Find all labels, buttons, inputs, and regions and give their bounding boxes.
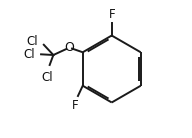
Text: Cl: Cl [23, 48, 35, 61]
Text: F: F [72, 99, 79, 112]
Text: Cl: Cl [41, 71, 53, 84]
Text: O: O [64, 41, 74, 54]
Text: Cl: Cl [27, 35, 38, 48]
Text: F: F [108, 7, 115, 21]
